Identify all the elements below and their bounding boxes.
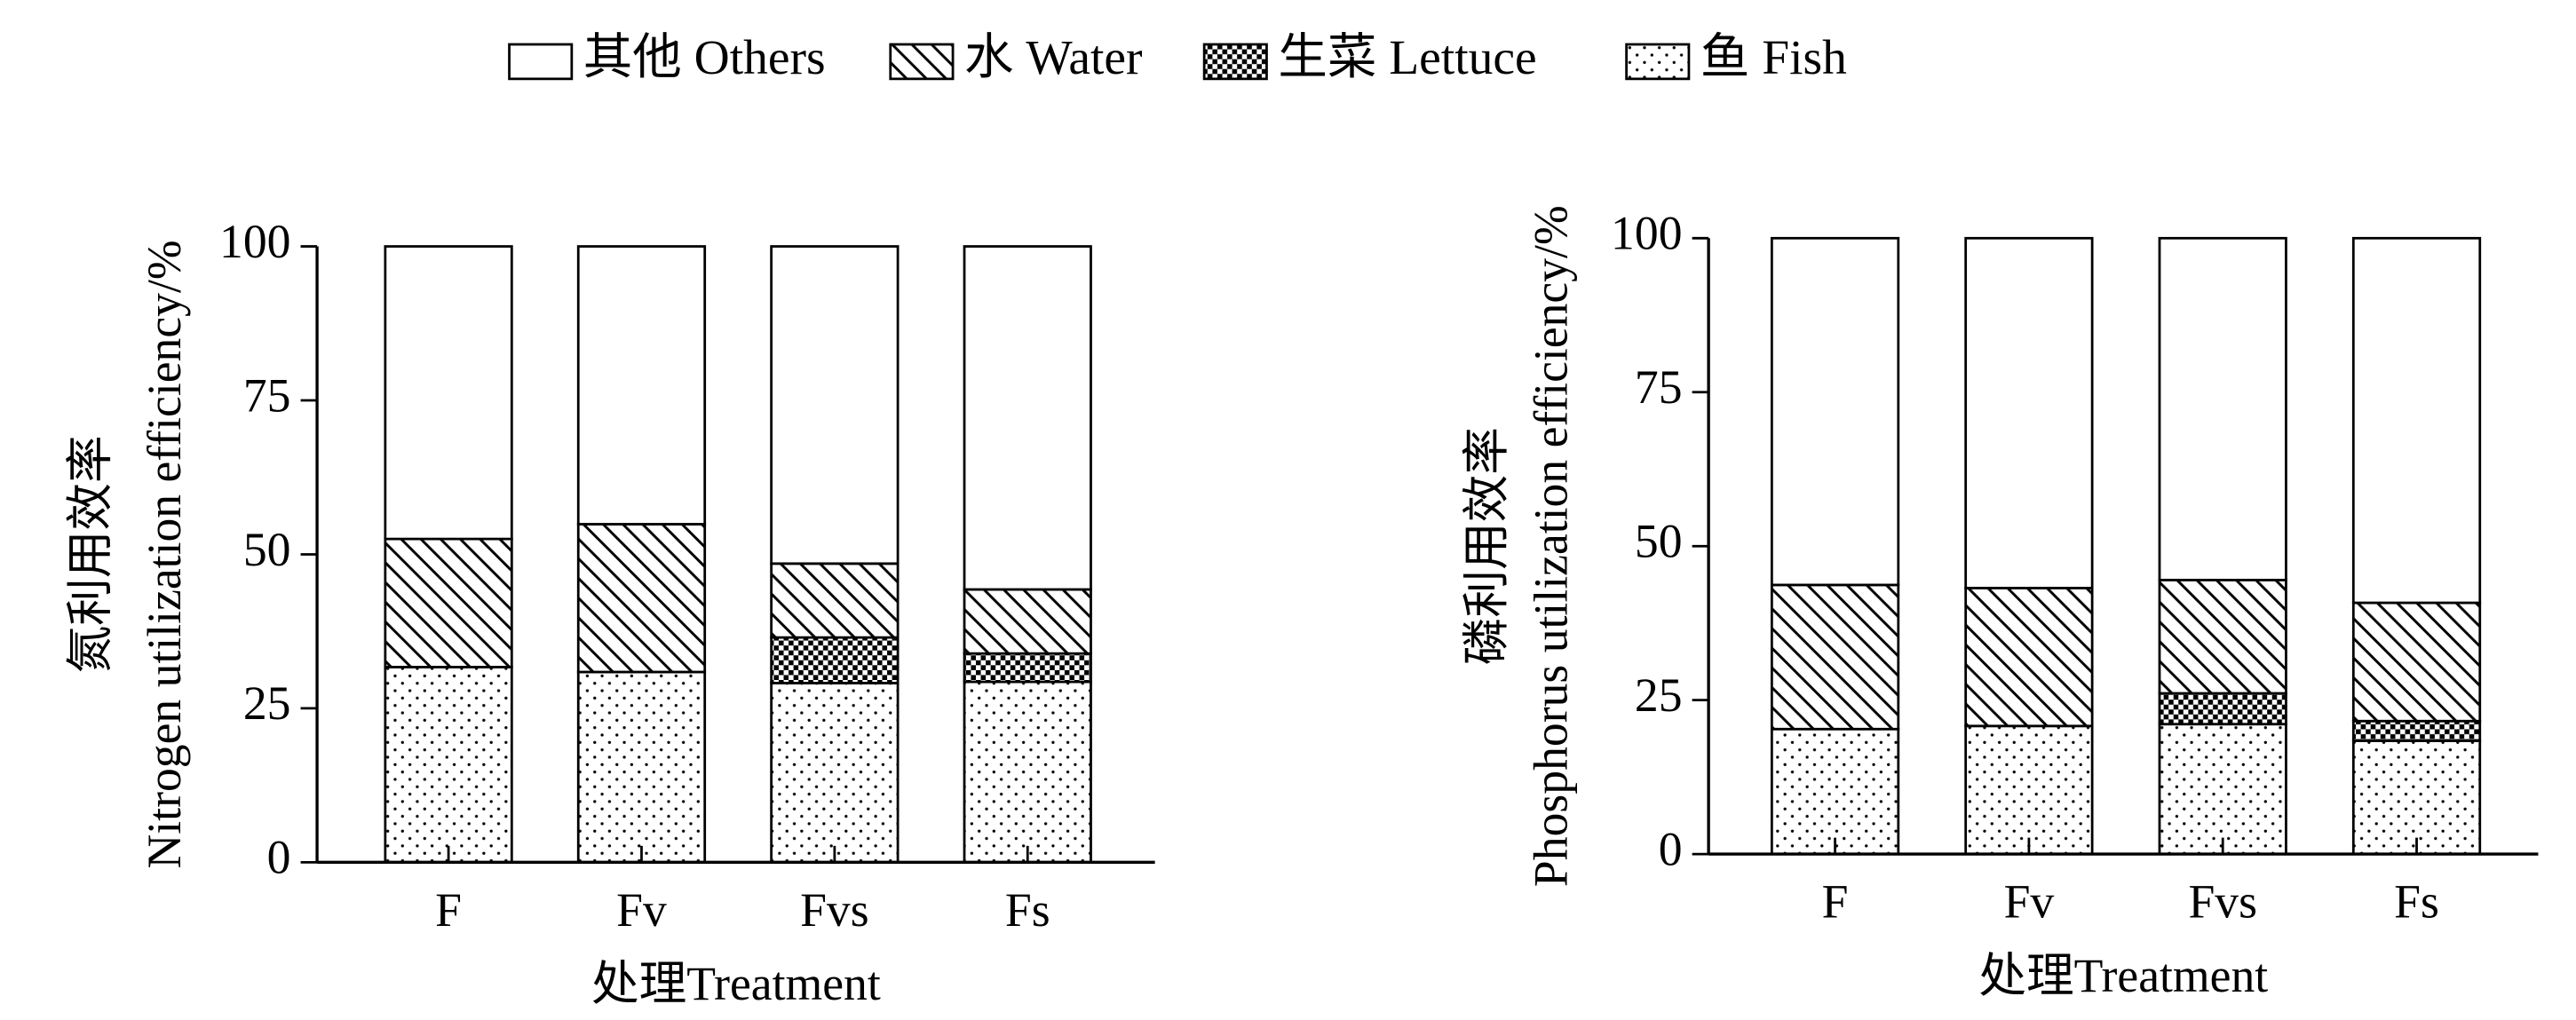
y-tick-label: 100 <box>219 215 290 268</box>
y-tick-label: 0 <box>1659 822 1683 875</box>
x-axis-label: 处理Treatment <box>1978 949 2268 1002</box>
bar-segment <box>576 670 707 864</box>
y-tick-label: 0 <box>267 831 291 884</box>
bar-segment <box>1964 724 2094 856</box>
x-tick-label: Fs <box>2394 875 2439 929</box>
bar-segment <box>770 562 900 639</box>
y-tick-label: 75 <box>1635 360 1683 414</box>
bar-segment <box>1770 727 1900 856</box>
bar-segment <box>2351 601 2482 723</box>
legend-swatch <box>1625 43 1691 81</box>
legend-label: 生菜 Lettuce <box>1278 31 1536 85</box>
bar-segment <box>1964 236 2094 589</box>
bar-segment <box>770 636 900 684</box>
legend-swatch <box>889 43 955 81</box>
y-tick-label: 50 <box>243 523 291 576</box>
x-tick-label: F <box>1822 875 1849 929</box>
y-tick-label: 25 <box>1635 668 1683 722</box>
bar-segment <box>2351 739 2482 856</box>
bar-segment <box>2351 719 2482 742</box>
legend-swatch <box>1202 43 1268 81</box>
bar-segment <box>576 523 707 674</box>
x-tick-label: Fvs <box>800 883 869 937</box>
x-tick-label: Fv <box>616 883 667 937</box>
y-axis-label: 磷利用效率 <box>1460 427 1513 665</box>
bar-segment <box>2351 236 2482 605</box>
bar-segment <box>1770 236 1900 587</box>
y-tick-label: 75 <box>243 368 291 422</box>
bar-segment <box>1964 586 2094 728</box>
y-tick-label: 50 <box>1635 515 1683 568</box>
y-axis-label: Nitrogen utilization efficiency/% <box>138 240 191 868</box>
x-tick-label: Fv <box>2004 875 2055 929</box>
legend-label: 鱼 Fish <box>1700 31 1847 85</box>
x-tick-label: Fvs <box>2188 875 2257 929</box>
bar-segment <box>963 680 1092 864</box>
x-tick-label: F <box>435 883 462 937</box>
x-axis-label: 处理Treatment <box>591 957 881 1010</box>
bar-segment <box>384 245 513 541</box>
y-tick-label: 100 <box>1611 207 1682 260</box>
legend-label: 其他 Others <box>583 31 826 85</box>
legend-swatch <box>508 43 574 81</box>
bar-segment <box>384 666 513 864</box>
bar-segment <box>1770 583 1900 731</box>
x-tick-label: Fs <box>1005 883 1050 937</box>
bar-segment <box>963 245 1092 591</box>
bar-segment <box>2158 236 2287 581</box>
bar-segment <box>384 537 513 668</box>
bar-segment <box>576 245 707 526</box>
bar-segment <box>963 652 1092 684</box>
y-axis-label: Phosphorus utilization efficiency/% <box>1524 205 1577 887</box>
y-axis-label: 氮利用效率 <box>64 435 117 673</box>
legend-label: 水 Water <box>964 31 1142 85</box>
bar-segment <box>963 588 1092 655</box>
bar-segment <box>2158 723 2287 856</box>
bar-segment <box>770 682 900 864</box>
bar-segment <box>2158 578 2287 695</box>
bar-segment <box>2158 692 2287 726</box>
y-tick-label: 25 <box>243 676 291 730</box>
bar-segment <box>770 245 900 565</box>
